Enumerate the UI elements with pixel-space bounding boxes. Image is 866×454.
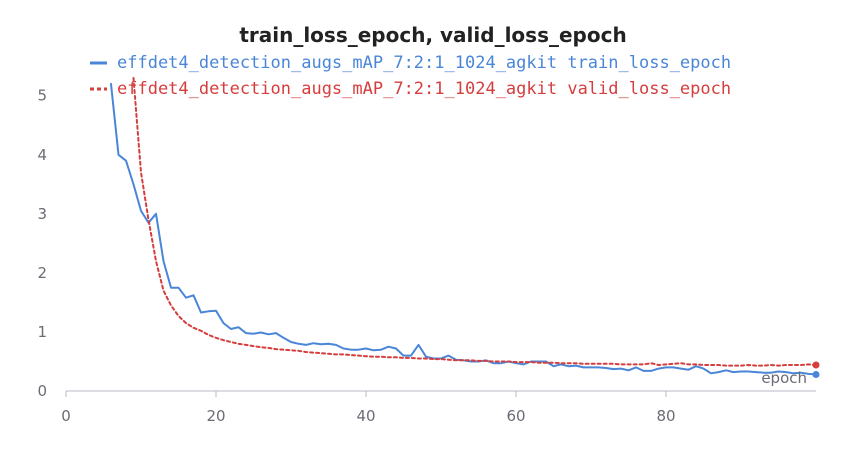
legend: effdet4_detection_augs_mAP_7:2:1_1024_ag… bbox=[90, 53, 731, 99]
x-tick-label: 40 bbox=[356, 407, 375, 425]
x-tick-label: 20 bbox=[206, 407, 225, 425]
axes: 0 20 40 60 80 0 1 2 3 4 5 bbox=[37, 87, 816, 425]
series-endpoint bbox=[812, 361, 820, 369]
legend-entry: effdet4_detection_augs_mAP_7:2:1_1024_ag… bbox=[117, 53, 731, 73]
series-line-valid bbox=[132, 77, 817, 367]
x-axis-label: epoch bbox=[761, 369, 807, 387]
x-tick-label: 80 bbox=[656, 407, 675, 425]
x-tick-label: 0 bbox=[61, 407, 71, 425]
x-tick-label: 60 bbox=[506, 407, 525, 425]
legend-entry: effdet4_detection_augs_mAP_7:2:1_1024_ag… bbox=[117, 79, 731, 99]
series-line-train bbox=[110, 82, 817, 376]
y-tick-label: 5 bbox=[37, 87, 47, 105]
y-tick-label: 3 bbox=[37, 205, 47, 223]
series-endpoint bbox=[812, 370, 820, 378]
y-tick-label: 1 bbox=[37, 323, 47, 341]
y-tick-label: 2 bbox=[37, 264, 47, 282]
y-tick-label: 0 bbox=[37, 382, 47, 400]
y-tick-label: 4 bbox=[37, 146, 47, 164]
chart-title: train_loss_epoch, valid_loss_epoch bbox=[239, 23, 626, 47]
plot-area bbox=[110, 77, 820, 378]
